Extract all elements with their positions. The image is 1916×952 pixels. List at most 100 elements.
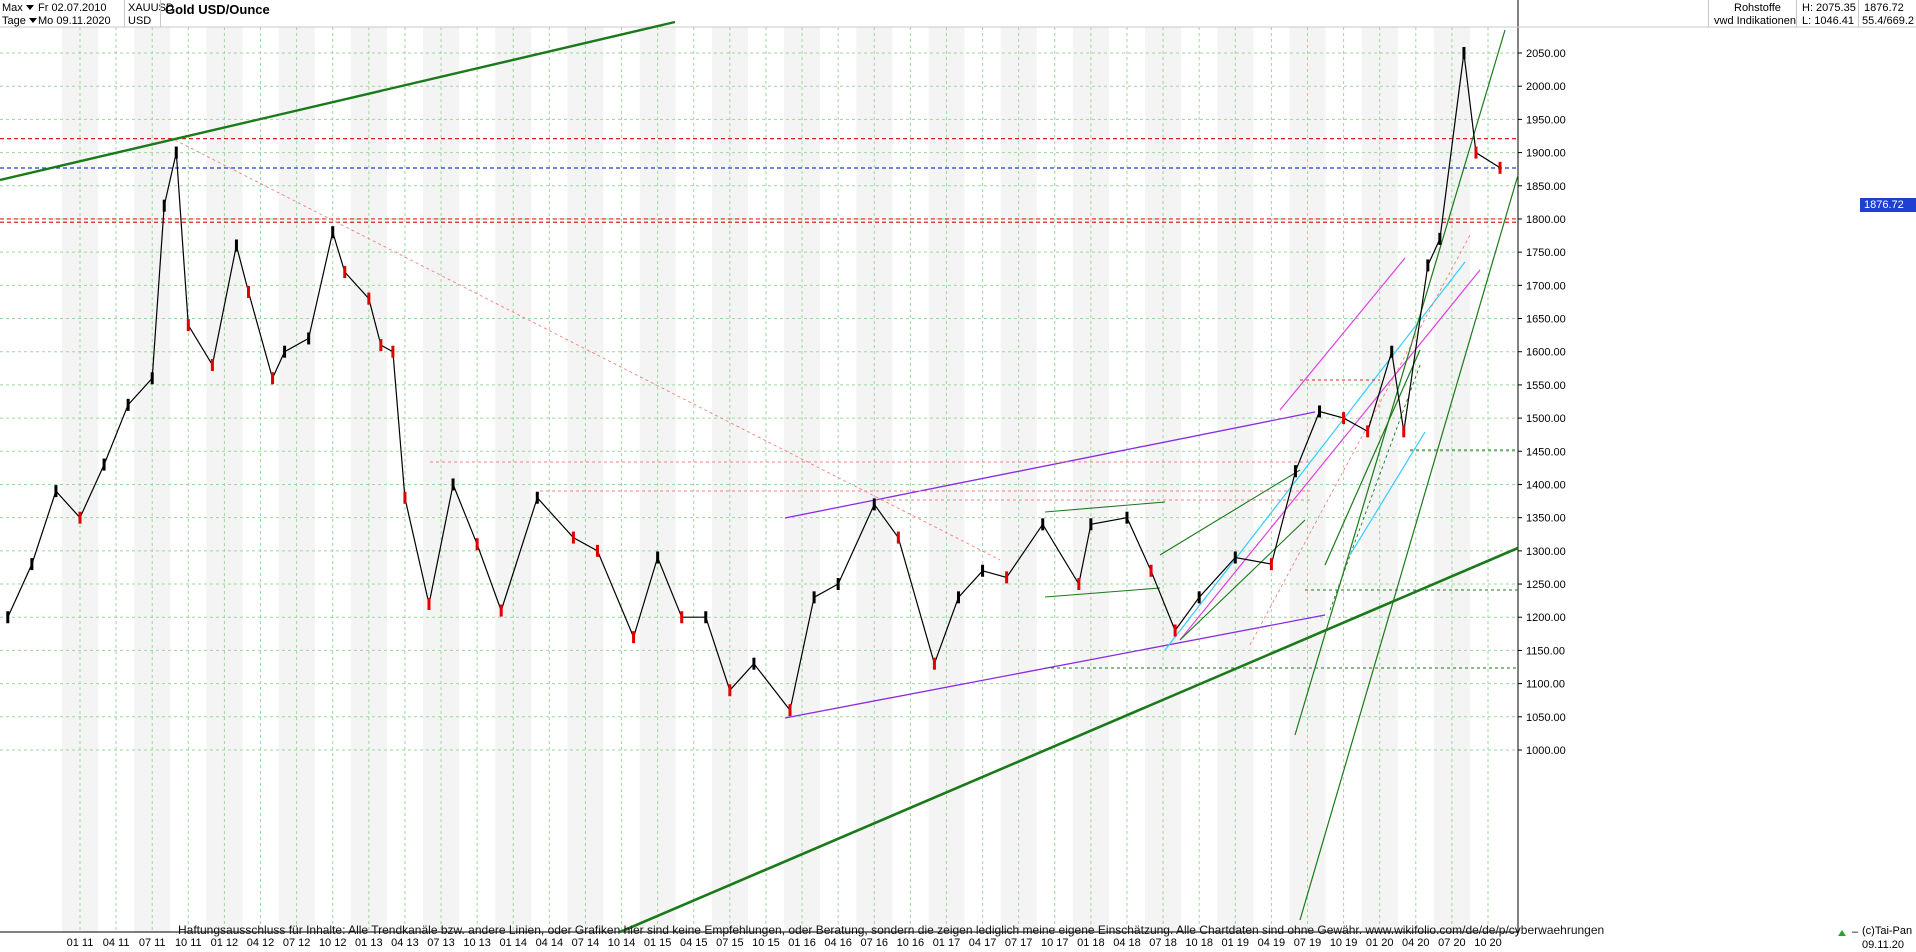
- y-tick-label: 2050.00: [1526, 48, 1566, 60]
- x-tick-label: 10 18: [1185, 937, 1213, 949]
- x-tick-label: 01 19: [1222, 937, 1250, 949]
- price-point: [752, 657, 756, 670]
- price-point: [656, 551, 660, 564]
- current-price-badge: 1876.72: [1860, 198, 1916, 212]
- price-point: [1197, 591, 1201, 604]
- x-tick-label: 10 17: [1041, 937, 1069, 949]
- price-point: [571, 531, 575, 544]
- price-point: [932, 657, 936, 670]
- price-point: [896, 531, 900, 544]
- price-point: [1426, 259, 1430, 272]
- range-select[interactable]: Max: [2, 2, 37, 15]
- trend-line: [1324, 349, 1421, 566]
- x-tick-label: 01 18: [1077, 937, 1105, 949]
- x-tick-label: 10 20: [1474, 937, 1502, 949]
- y-tick-label: 1650.00: [1526, 314, 1566, 326]
- x-tick-label: 04 11: [103, 937, 130, 949]
- x-tick-label: 10 15: [752, 937, 780, 949]
- x-tick-label: 01 11: [67, 937, 94, 949]
- y-tick-label: 1800.00: [1526, 214, 1566, 226]
- header-separator: [1858, 0, 1859, 27]
- price-point: [836, 578, 840, 591]
- price-point: [307, 332, 311, 345]
- price-point: [956, 591, 960, 604]
- price-point: [475, 538, 479, 551]
- copyright: (c)Tai-Pan: [1862, 925, 1913, 937]
- header-separator: [124, 0, 125, 27]
- price-point: [1233, 551, 1237, 564]
- x-tick-label: 04 19: [1258, 937, 1286, 949]
- x-tick-label: 10 19: [1330, 937, 1358, 949]
- price-point: [102, 458, 106, 471]
- price-point: [210, 358, 214, 371]
- price-point: [1474, 146, 1478, 159]
- y-tick-label: 1000.00: [1526, 745, 1566, 757]
- price-point: [1438, 232, 1442, 245]
- price-point: [1402, 425, 1406, 438]
- bottom-date: 09.11.20: [1862, 939, 1905, 951]
- x-tick-label: 07 15: [716, 937, 744, 949]
- x-tick-label: 01 15: [644, 937, 672, 949]
- price-point: [150, 372, 154, 385]
- header-separator: [1796, 0, 1797, 27]
- price-point: [535, 491, 539, 504]
- price-point: [1149, 564, 1153, 577]
- low-value: L: 1046.41: [1802, 15, 1854, 27]
- price-point: [54, 485, 58, 498]
- x-tick-label: 01 16: [788, 937, 816, 949]
- trend-line: [1044, 501, 1166, 513]
- y-tick-label: 1350.00: [1526, 513, 1566, 525]
- x-tick-label: 04 18: [1113, 937, 1141, 949]
- y-tick-label: 1450.00: [1526, 446, 1566, 458]
- high-value: H: 2075.35: [1802, 2, 1856, 14]
- price-point: [1089, 518, 1093, 531]
- y-tick-label: 1850.00: [1526, 181, 1566, 193]
- trend-line: [1159, 469, 1301, 556]
- x-tick-label: 07 17: [1005, 937, 1033, 949]
- x-tick-label: 10 13: [463, 937, 491, 949]
- x-tick-label: 01 17: [933, 937, 961, 949]
- trend-line: [1294, 29, 1506, 736]
- disclaimer: Haftungsausschluss für Inhalte: Alle Tre…: [178, 923, 1605, 937]
- price-point: [981, 564, 985, 577]
- x-tick-label: 04 16: [824, 937, 852, 949]
- x-tick-label: 01 14: [499, 937, 527, 949]
- x-tick-label: 07 11: [139, 937, 166, 949]
- y-tick-label: 1500.00: [1526, 413, 1566, 425]
- to-date: Mo 09.11.2020: [38, 15, 111, 27]
- price-point: [499, 604, 503, 617]
- price-point: [6, 611, 10, 624]
- from-date: Fr 02.07.2010: [38, 2, 107, 14]
- price-point: [1366, 425, 1370, 438]
- price-point: [174, 146, 178, 159]
- x-tick-label: 07 20: [1438, 937, 1466, 949]
- trend-line: [784, 614, 1326, 719]
- price-point: [186, 319, 190, 332]
- y-tick-label: 1150.00: [1526, 645, 1565, 657]
- price-point: [391, 345, 395, 358]
- symbol: XAUUSD: [128, 2, 174, 14]
- price-point: [379, 339, 383, 352]
- price-point: [1077, 578, 1081, 591]
- price-point: [451, 478, 455, 491]
- header-separator: [160, 0, 161, 27]
- price-point: [283, 345, 287, 358]
- dotted-trend-line: [174, 139, 1001, 561]
- price-point: [1293, 465, 1297, 478]
- price-point: [271, 372, 275, 385]
- x-tick-label: 04 20: [1402, 937, 1430, 949]
- source-label: vwd Indikationen: [1714, 15, 1796, 27]
- chevron-down-icon: [25, 5, 34, 11]
- trend-line: [1179, 269, 1481, 641]
- price-point: [704, 611, 708, 624]
- y-tick-label: 1300.00: [1526, 546, 1566, 558]
- scroll-up-icon[interactable]: [1838, 930, 1846, 936]
- x-tick-label: 04 12: [247, 937, 275, 949]
- price-point: [788, 704, 792, 717]
- y-tick-label: 2000.00: [1526, 81, 1566, 93]
- price-point: [403, 491, 407, 504]
- x-tick-label: 07 19: [1294, 937, 1322, 949]
- zoom-out-icon[interactable]: –: [1852, 926, 1859, 938]
- interval-select[interactable]: Tage: [2, 15, 40, 28]
